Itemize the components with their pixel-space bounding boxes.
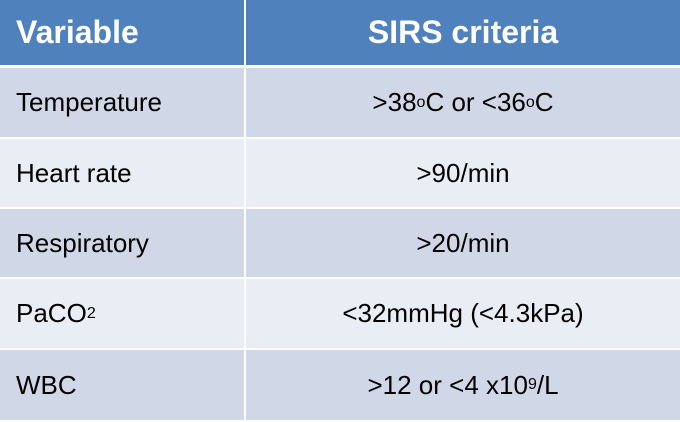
header-cell: Variable <box>0 0 246 68</box>
table-cell: PaCO 2 <box>0 279 246 350</box>
cell-text: <32mmHg (<4.3kPa) <box>342 298 584 328</box>
cell-text: SIRS criteria <box>367 14 559 50</box>
table-cell: >20/min <box>246 209 680 279</box>
cell-text-text: C <box>534 87 554 117</box>
cell-text-sup: o <box>525 93 535 111</box>
cell-text-text: PaCO <box>16 298 87 328</box>
cell-text: Temperature <box>16 87 162 117</box>
cell-text-sup: 9 <box>527 376 537 393</box>
table-cell: >12 or <4 x10 9/L <box>246 350 680 422</box>
table-cell: Respiratory <box>0 209 246 279</box>
cell-text-sub: 2 <box>86 304 96 322</box>
header-cell: SIRS criteria <box>246 0 680 68</box>
cell-text: Heart rate <box>16 157 132 188</box>
table-cell: Heart rate <box>0 139 246 209</box>
table-cell: WBC <box>0 350 246 422</box>
cell-text-text: >12 or <4 x10 <box>367 369 528 400</box>
cell-text-sup: o <box>416 93 426 111</box>
cell-text: >20/min <box>416 227 510 258</box>
cell-text: Variable <box>16 14 139 50</box>
cell-text-text: >38 <box>372 87 417 117</box>
cell-text-text: C or <36 <box>425 87 526 117</box>
cell-text: Respiratory <box>16 227 149 258</box>
cell-text: WBC <box>16 369 77 400</box>
table-cell: >38 o C or <36 o C <box>246 68 680 139</box>
table-cell: >90/min <box>246 139 680 209</box>
table-cell: <32mmHg (<4.3kPa) <box>246 279 680 350</box>
table-cell: Temperature <box>0 68 246 139</box>
cell-text: >90/min <box>416 157 510 188</box>
cell-text-text: /L <box>536 369 559 400</box>
